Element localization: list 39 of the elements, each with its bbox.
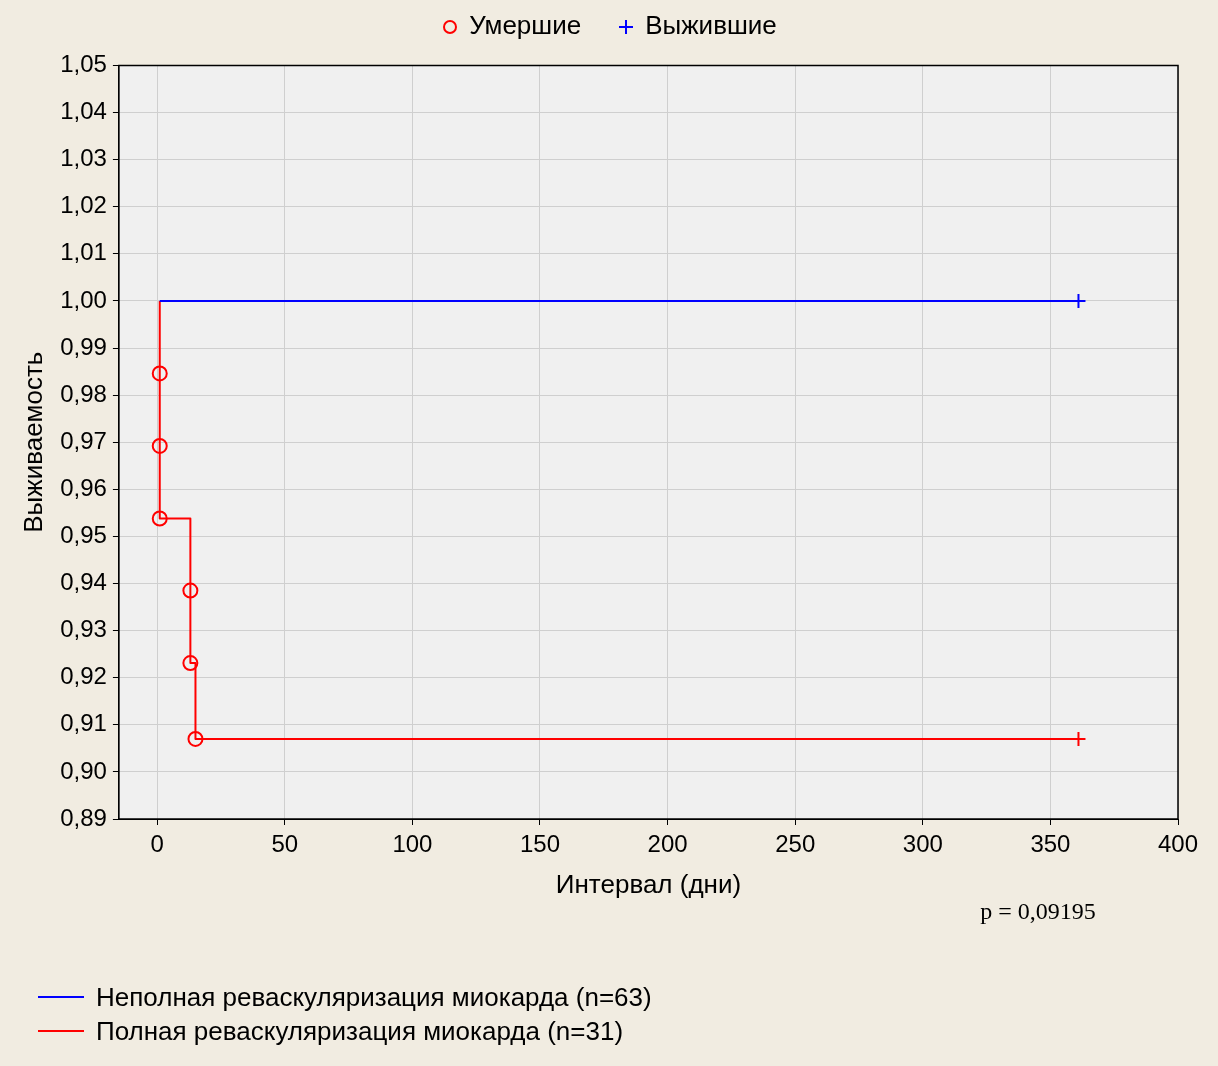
y-tick-label: 0,98 (60, 379, 107, 407)
point (182, 655, 199, 672)
point (182, 582, 199, 599)
legend-label: Умершие (468, 10, 582, 41)
y-axis-title: Выживаемость (17, 351, 48, 533)
point (151, 510, 168, 527)
y-tick-label: 1,00 (60, 285, 107, 313)
x-axis-title: Интервал (дни) (555, 868, 742, 899)
point (187, 730, 204, 747)
x-tick-label: 100 (392, 830, 433, 858)
y-tick-label: 0,92 (60, 662, 107, 690)
x-tick-label: 0 (150, 830, 164, 858)
legend-label: Выжившие (644, 10, 777, 41)
y-tick-label: 1,03 (60, 144, 107, 172)
x-tick-label: 350 (1030, 830, 1071, 858)
y-tick-label: 0,95 (60, 521, 107, 549)
x-tick-label: 200 (647, 830, 688, 858)
y-tick-label: 0,93 (60, 615, 107, 643)
y-tick-label: 1,04 (60, 97, 107, 125)
point (151, 437, 168, 454)
legend-label: Неполная реваскуляризация миокарда (n=63) (95, 980, 652, 1014)
y-tick-label: 1,02 (60, 191, 107, 219)
y-tick-label: 0,99 (60, 332, 107, 360)
y-tick-label: 1,05 (60, 50, 107, 78)
x-tick-label: 400 (1157, 830, 1199, 858)
legend-label: Полная реваскуляризация миокарда (n=31) (95, 1014, 625, 1048)
x-tick-label: 300 (902, 830, 943, 858)
y-tick-label: 0,97 (60, 426, 107, 454)
point (151, 365, 168, 382)
x-tick-label: 50 (271, 830, 299, 858)
y-tick-label: 0,94 (60, 568, 107, 596)
y-tick-label: 1,01 (60, 238, 107, 266)
x-tick-label: 150 (519, 830, 561, 858)
y-tick-label: 0,90 (60, 756, 107, 784)
y-tick-label: 0,96 (60, 473, 107, 501)
x-tick-label: 250 (775, 830, 816, 858)
y-tick-label: 0,89 (60, 803, 107, 831)
y-tick-label: 0,91 (60, 709, 107, 737)
text: p = 0,09195 (980, 898, 1096, 924)
